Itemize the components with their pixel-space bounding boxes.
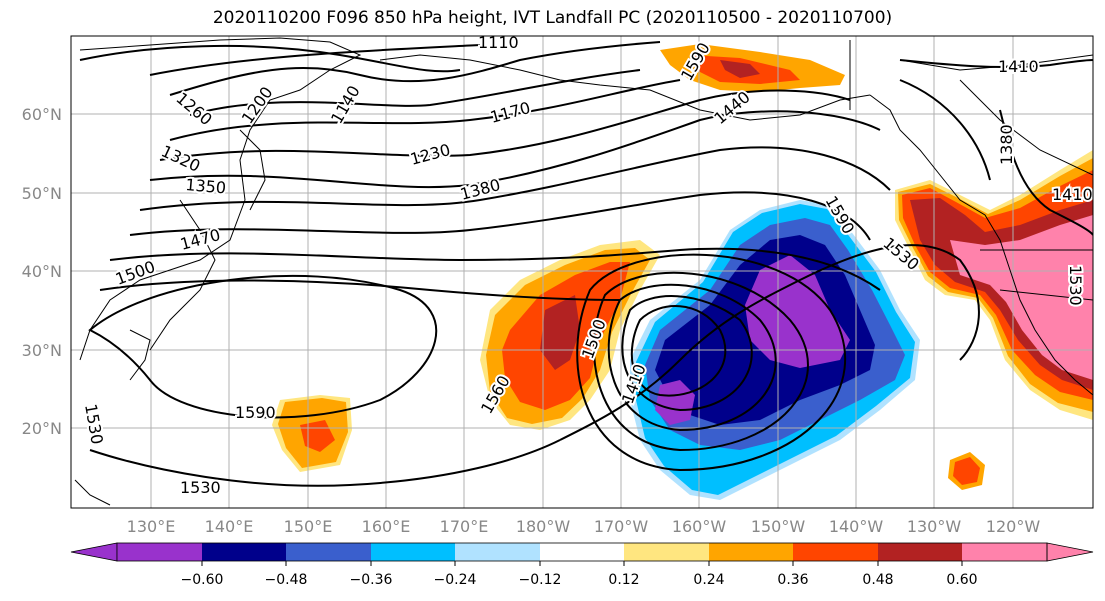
lon-tick-label: 120°W (986, 517, 1041, 536)
lon-tick-label: 140°W (829, 517, 884, 536)
lon-tick-label: 170°W (594, 517, 649, 536)
graticule (71, 36, 1093, 508)
colorbar-tick-label: 0.24 (693, 572, 724, 588)
lon-axis: 130°E 140°E 150°E 160°E 170°E 180°W 170°… (127, 517, 1041, 536)
colorbar-swatch (793, 543, 878, 561)
colorbar-swatch (371, 543, 455, 561)
ivt-fill-layer (272, 44, 1093, 500)
colorbar-swatch (540, 543, 624, 561)
contour-label: 1590 (235, 403, 276, 422)
lon-tick-label: 180°W (516, 517, 571, 536)
contour-label: 1110 (478, 33, 519, 52)
contour-label: 1380 (997, 124, 1016, 165)
lat-tick-label: 40°N (22, 262, 62, 281)
contour-label: 1530 (1066, 265, 1085, 306)
colorbar: −0.60 −0.48 −0.36 −0.24 −0.12 0.12 0.24 … (70, 542, 1094, 588)
colorbar-swatch (962, 543, 1047, 561)
map-border (70, 35, 1094, 509)
lat-tick-label: 50°N (22, 184, 62, 203)
lon-tick-label: 150°E (284, 517, 333, 536)
contour-label: 1350 (185, 175, 227, 197)
colorbar-tick-label: −0.24 (434, 572, 477, 588)
colorbar-extend-high (1046, 542, 1094, 562)
colorbar-tick-label: −0.60 (181, 572, 224, 588)
colorbar-tick-label: 0.60 (946, 572, 977, 588)
lon-tick-label: 130°E (127, 517, 176, 536)
lon-tick-label: 130°W (907, 517, 962, 536)
colorbar-swatch (624, 543, 709, 561)
colorbar-swatch (202, 543, 286, 561)
colorbar-swatch (117, 543, 202, 561)
contour-label: 1530 (180, 478, 221, 497)
lon-tick-label: 160°E (362, 517, 411, 536)
colorbar-tick-label: −0.12 (519, 572, 562, 588)
colorbar-swatch (455, 543, 540, 561)
colorbar-tick-label: −0.36 (350, 572, 393, 588)
colorbar-swatch (878, 543, 962, 561)
height-contours (79, 41, 1093, 487)
colorbar-tick-label: 0.36 (777, 572, 808, 588)
colorbar-swatch (286, 543, 371, 561)
lon-tick-label: 150°W (751, 517, 806, 536)
colorbar-swatch (709, 543, 793, 561)
lon-tick-label: 160°W (672, 517, 727, 536)
lat-axis: 60°N 50°N 40°N 30°N 20°N (22, 105, 62, 438)
contour-label: 1410 (998, 57, 1039, 76)
contour-label: 1410 (1052, 185, 1093, 204)
colorbar-tick-label: 0.12 (608, 572, 639, 588)
chart-title: 2020110200 F096 850 hPa height, IVT Land… (212, 8, 893, 28)
lat-tick-label: 60°N (22, 105, 62, 124)
lat-tick-label: 20°N (22, 419, 62, 438)
lat-tick-label: 30°N (22, 341, 62, 360)
lon-tick-label: 140°E (205, 517, 254, 536)
colorbar-tick-label: 0.48 (862, 572, 893, 588)
lon-tick-label: 170°E (440, 517, 489, 536)
colorbar-extend-low (70, 542, 118, 562)
colorbar-tick-label: −0.48 (265, 572, 308, 588)
